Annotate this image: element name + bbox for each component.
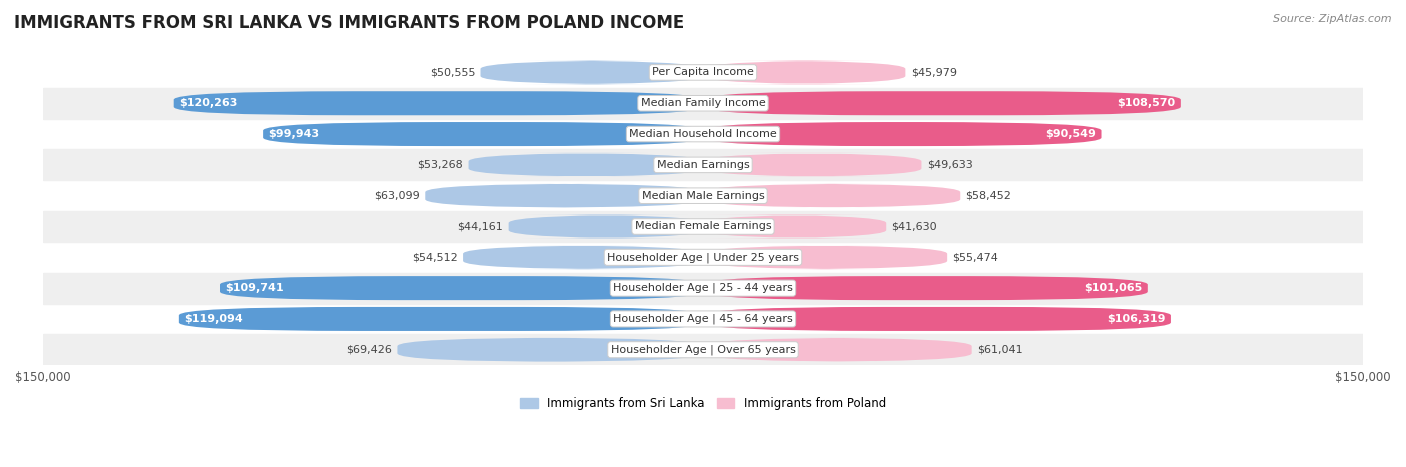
FancyBboxPatch shape [703, 153, 921, 177]
FancyBboxPatch shape [174, 91, 703, 115]
Text: $55,474: $55,474 [952, 252, 998, 262]
Text: Median Family Income: Median Family Income [641, 98, 765, 108]
FancyBboxPatch shape [463, 245, 703, 269]
Text: $106,319: $106,319 [1107, 314, 1166, 324]
Text: Per Capita Income: Per Capita Income [652, 67, 754, 78]
Text: $54,512: $54,512 [412, 252, 458, 262]
Bar [42, 88, 1364, 119]
FancyBboxPatch shape [425, 184, 703, 208]
Text: $120,263: $120,263 [179, 98, 238, 108]
Text: $99,943: $99,943 [269, 129, 319, 139]
FancyBboxPatch shape [703, 338, 972, 362]
Text: IMMIGRANTS FROM SRI LANKA VS IMMIGRANTS FROM POLAND INCOME: IMMIGRANTS FROM SRI LANKA VS IMMIGRANTS … [14, 14, 685, 32]
Legend: Immigrants from Sri Lanka, Immigrants from Poland: Immigrants from Sri Lanka, Immigrants fr… [516, 392, 890, 415]
FancyBboxPatch shape [703, 60, 905, 85]
Text: Median Male Earnings: Median Male Earnings [641, 191, 765, 201]
Text: $119,094: $119,094 [184, 314, 243, 324]
Text: $53,268: $53,268 [418, 160, 463, 170]
Text: Median Household Income: Median Household Income [628, 129, 778, 139]
FancyBboxPatch shape [703, 122, 1101, 146]
Text: Householder Age | 25 - 44 years: Householder Age | 25 - 44 years [613, 283, 793, 293]
FancyBboxPatch shape [263, 122, 703, 146]
Text: Householder Age | Over 65 years: Householder Age | Over 65 years [610, 345, 796, 355]
Text: Householder Age | 45 - 64 years: Householder Age | 45 - 64 years [613, 314, 793, 324]
FancyBboxPatch shape [468, 153, 703, 177]
Text: $63,099: $63,099 [374, 191, 420, 201]
FancyBboxPatch shape [219, 276, 703, 300]
Text: Householder Age | Under 25 years: Householder Age | Under 25 years [607, 252, 799, 262]
FancyBboxPatch shape [179, 307, 703, 331]
Text: $69,426: $69,426 [346, 345, 392, 355]
FancyBboxPatch shape [703, 307, 1171, 331]
Text: $44,161: $44,161 [457, 221, 503, 232]
FancyBboxPatch shape [703, 184, 960, 208]
Text: Median Earnings: Median Earnings [657, 160, 749, 170]
Text: Source: ZipAtlas.com: Source: ZipAtlas.com [1274, 14, 1392, 24]
Bar [42, 211, 1364, 242]
Text: $41,630: $41,630 [891, 221, 938, 232]
FancyBboxPatch shape [703, 276, 1147, 300]
Bar [42, 149, 1364, 180]
FancyBboxPatch shape [509, 214, 703, 239]
FancyBboxPatch shape [481, 60, 703, 85]
Bar [42, 334, 1364, 365]
FancyBboxPatch shape [398, 338, 703, 362]
FancyBboxPatch shape [703, 91, 1181, 115]
Text: $49,633: $49,633 [927, 160, 973, 170]
Text: $109,741: $109,741 [225, 283, 284, 293]
Bar [42, 273, 1364, 304]
Text: $61,041: $61,041 [977, 345, 1022, 355]
Text: $45,979: $45,979 [911, 67, 956, 78]
FancyBboxPatch shape [703, 245, 948, 269]
Text: Median Female Earnings: Median Female Earnings [634, 221, 772, 232]
Text: $58,452: $58,452 [966, 191, 1011, 201]
FancyBboxPatch shape [703, 214, 886, 239]
Text: $108,570: $108,570 [1118, 98, 1175, 108]
Text: $90,549: $90,549 [1046, 129, 1097, 139]
Text: $101,065: $101,065 [1084, 283, 1143, 293]
Text: $50,555: $50,555 [430, 67, 475, 78]
